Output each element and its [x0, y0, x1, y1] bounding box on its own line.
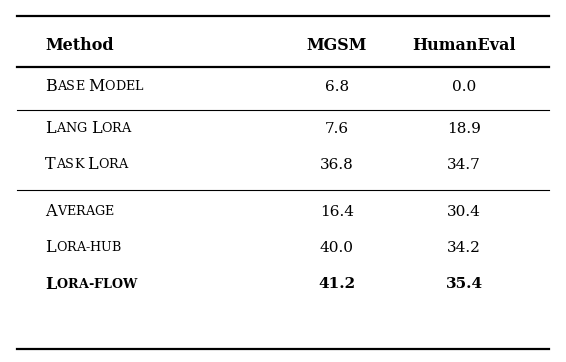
Text: -: -: [88, 278, 93, 291]
Text: A: A: [56, 158, 65, 171]
Text: Method: Method: [45, 37, 114, 54]
Text: O: O: [112, 278, 122, 291]
Text: 0.0: 0.0: [452, 80, 476, 94]
Text: L: L: [135, 80, 143, 93]
Text: HumanEval: HumanEval: [413, 37, 516, 54]
Text: 35.4: 35.4: [445, 277, 483, 291]
Text: L: L: [45, 240, 56, 256]
Text: S: S: [66, 80, 75, 93]
Text: R: R: [112, 122, 121, 135]
Text: 18.9: 18.9: [447, 122, 481, 135]
Text: O: O: [101, 122, 112, 135]
Text: A: A: [57, 80, 66, 93]
Text: G: G: [94, 205, 104, 218]
Text: -: -: [85, 241, 89, 254]
Text: T: T: [45, 156, 56, 173]
Text: O: O: [56, 241, 66, 254]
Text: 30.4: 30.4: [447, 205, 481, 219]
Text: A: A: [118, 158, 127, 171]
Text: A: A: [45, 203, 57, 220]
Text: O: O: [57, 278, 67, 291]
Text: L: L: [45, 276, 57, 292]
Text: N: N: [65, 122, 76, 135]
Text: R: R: [109, 158, 118, 171]
Text: M: M: [88, 79, 105, 95]
Text: 7.6: 7.6: [325, 122, 349, 135]
Text: 16.4: 16.4: [320, 205, 354, 219]
Text: 6.8: 6.8: [325, 80, 349, 94]
Text: K: K: [74, 158, 84, 171]
Text: A: A: [78, 278, 88, 291]
Text: L: L: [45, 120, 56, 137]
Text: W: W: [122, 278, 136, 291]
Text: O: O: [98, 158, 109, 171]
Text: U: U: [101, 241, 112, 254]
Text: A: A: [76, 241, 85, 254]
Text: E: E: [104, 205, 114, 218]
Text: L: L: [88, 156, 98, 173]
Text: MGSM: MGSM: [307, 37, 367, 54]
Text: D: D: [115, 80, 126, 93]
Text: A: A: [85, 205, 94, 218]
Text: 34.7: 34.7: [447, 158, 481, 172]
Text: A: A: [121, 122, 131, 135]
Text: R: R: [67, 278, 78, 291]
Text: E: E: [126, 80, 135, 93]
Text: V: V: [57, 205, 66, 218]
Text: L: L: [91, 120, 101, 137]
Text: S: S: [65, 158, 74, 171]
Text: G: G: [76, 122, 87, 135]
Text: E: E: [66, 205, 75, 218]
Text: B: B: [45, 79, 57, 95]
Text: 41.2: 41.2: [318, 277, 355, 291]
Text: O: O: [105, 80, 115, 93]
Text: R: R: [75, 205, 85, 218]
Text: R: R: [66, 241, 76, 254]
Text: L: L: [102, 278, 112, 291]
Text: F: F: [93, 278, 102, 291]
Text: 36.8: 36.8: [320, 158, 354, 172]
Text: H: H: [89, 241, 101, 254]
Text: A: A: [56, 122, 65, 135]
Text: 40.0: 40.0: [320, 241, 354, 255]
Text: E: E: [75, 80, 84, 93]
Text: 34.2: 34.2: [447, 241, 481, 255]
Text: B: B: [112, 241, 121, 254]
